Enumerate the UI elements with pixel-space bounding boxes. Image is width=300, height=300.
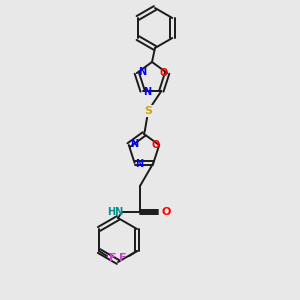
Text: F: F: [109, 253, 117, 263]
Text: O: O: [151, 140, 159, 150]
Text: N: N: [136, 159, 144, 169]
Text: O: O: [161, 207, 171, 217]
Text: N: N: [138, 67, 146, 77]
Text: HN: HN: [107, 207, 123, 217]
Text: F: F: [119, 253, 127, 263]
Text: N: N: [130, 139, 138, 149]
Text: S: S: [144, 106, 152, 116]
Text: N: N: [143, 87, 152, 97]
Text: O: O: [159, 68, 167, 78]
